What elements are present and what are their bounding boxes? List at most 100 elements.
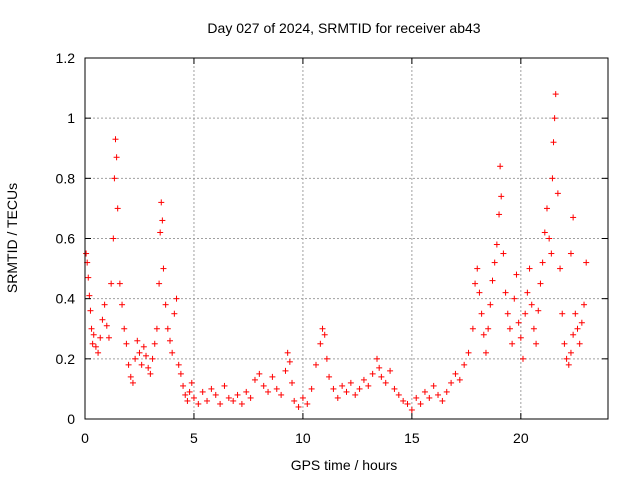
data-point (489, 277, 496, 284)
data-point (546, 235, 553, 242)
y-tick-label: 0 (67, 411, 75, 427)
data-point (278, 391, 285, 398)
data-point (136, 349, 143, 356)
x-tick-label: 10 (295, 430, 311, 446)
data-point (387, 367, 394, 374)
data-point (140, 343, 147, 350)
data-point (243, 388, 250, 395)
data-point (524, 289, 531, 296)
data-point (147, 370, 154, 377)
data-point (159, 217, 166, 224)
data-point (217, 400, 224, 407)
data-point (461, 361, 468, 368)
data-point (99, 316, 106, 323)
data-point (578, 319, 585, 326)
data-point (456, 376, 463, 383)
data-point (127, 373, 134, 380)
data-point (550, 139, 557, 146)
data-point (199, 388, 206, 395)
y-tick-label: 0.6 (56, 231, 76, 247)
data-point (581, 301, 588, 308)
data-point (530, 325, 537, 332)
data-point (539, 259, 546, 266)
data-point (190, 394, 197, 401)
data-point (572, 310, 579, 317)
data-point (474, 265, 481, 272)
data-point (439, 397, 446, 404)
data-point (496, 211, 503, 218)
data-point (151, 340, 158, 347)
data-point (291, 397, 298, 404)
data-point (497, 163, 504, 170)
x-tick-label: 0 (81, 430, 89, 446)
ticks-layer: 0 0.2 0.4 0.6 0.8 1 1.2 0 5 10 15 20 (56, 50, 608, 446)
data-point (92, 343, 99, 350)
data-point (129, 379, 136, 386)
data-point (164, 325, 171, 332)
data-point (177, 370, 184, 377)
data-point (251, 376, 258, 383)
data-point (225, 394, 232, 401)
data-point (487, 301, 494, 308)
data-point (95, 349, 102, 356)
data-point (541, 229, 548, 236)
data-point (221, 382, 228, 389)
data-point (482, 349, 489, 356)
data-point (265, 388, 272, 395)
data-point (535, 307, 542, 314)
data-point (162, 301, 169, 308)
data-point (378, 373, 385, 380)
data-point (114, 205, 121, 212)
data-point (132, 355, 139, 362)
data-point (289, 379, 296, 386)
data-point (145, 364, 152, 371)
data-point (448, 379, 455, 386)
y-tick-label: 1.2 (56, 50, 76, 66)
data-point (116, 280, 123, 287)
data-point (282, 367, 289, 374)
data-point (554, 190, 561, 197)
data-point (103, 322, 110, 329)
data-point (111, 175, 118, 182)
data-point (511, 295, 518, 302)
data-point (326, 373, 333, 380)
data-point (491, 259, 498, 266)
data-point (347, 379, 354, 386)
data-point (515, 319, 522, 326)
data-point (101, 301, 108, 308)
data-point (156, 280, 163, 287)
data-point (543, 205, 550, 212)
data-point (273, 385, 280, 392)
data-point (404, 400, 411, 407)
data-point (552, 91, 559, 98)
data-point (123, 340, 130, 347)
data-point (330, 385, 337, 392)
data-point (83, 250, 90, 257)
data-point (417, 400, 424, 407)
data-point (188, 379, 195, 386)
data-point (286, 358, 293, 365)
data-point (502, 289, 509, 296)
x-tick-label: 20 (513, 430, 529, 446)
data-point (112, 136, 119, 143)
data-point (319, 325, 326, 332)
data-point (87, 307, 94, 314)
data-point (408, 406, 415, 413)
data-point (365, 382, 372, 389)
data-point (134, 337, 141, 344)
data-point (472, 280, 479, 287)
data-point (180, 382, 187, 389)
data-point (173, 295, 180, 302)
data-point (559, 310, 566, 317)
y-tick-label: 0.4 (56, 291, 76, 307)
data-point (169, 349, 176, 356)
data-point (119, 301, 126, 308)
data-point (485, 325, 492, 332)
data-point (195, 400, 202, 407)
data-point (506, 325, 513, 332)
data-point (110, 235, 117, 242)
data-point (166, 337, 173, 344)
data-point (343, 388, 350, 395)
data-point (339, 382, 346, 389)
